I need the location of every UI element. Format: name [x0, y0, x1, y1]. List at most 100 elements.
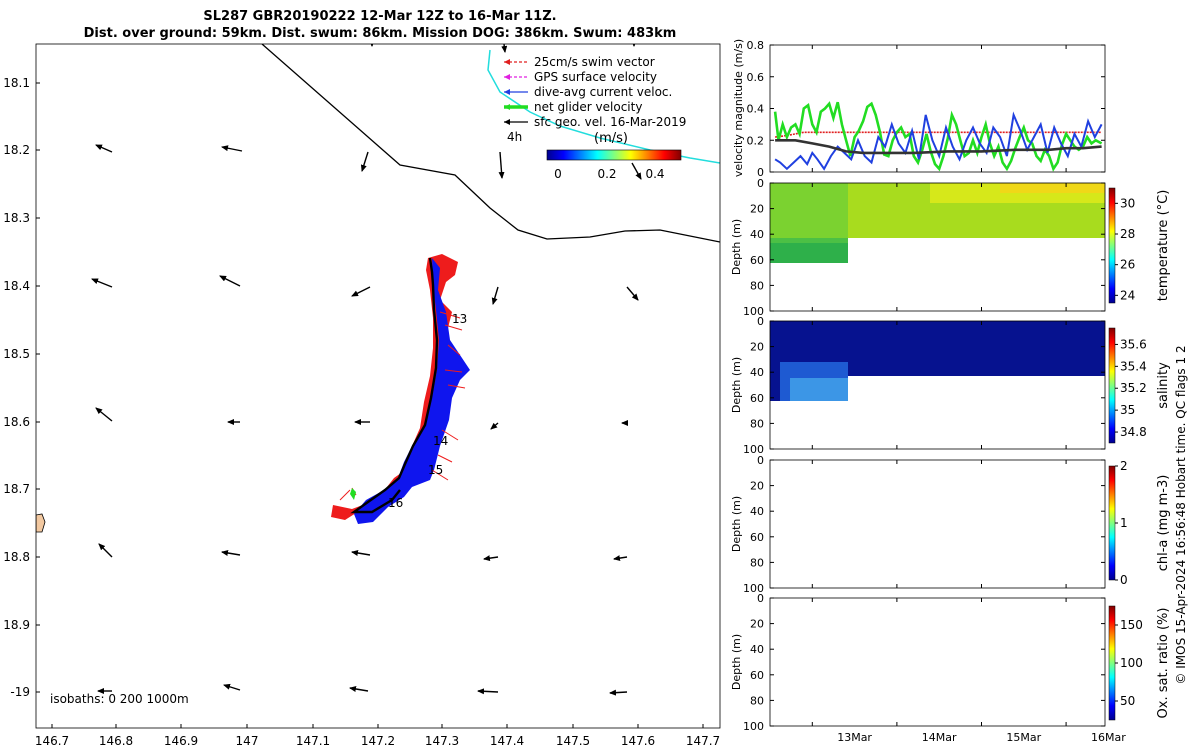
colorbar-tick-label: 150: [1120, 618, 1143, 632]
lon-tick-label: 146.8: [99, 734, 133, 748]
day-marker-14: 14: [433, 434, 448, 448]
colorbar-tick-label: 34.8: [1120, 425, 1147, 439]
salinity-axes: [769, 320, 1106, 450]
time-tick-label: 14Mar: [922, 731, 957, 744]
colorbar-tick-label: 35: [1120, 403, 1135, 417]
legend-arrowhead-2: [504, 89, 510, 95]
geo-velocity-arrow: [351, 286, 371, 297]
colorbar-tick-label: 26: [1120, 258, 1135, 272]
geo-velocity-arrow: [351, 550, 371, 556]
day-marker-13: 13: [452, 312, 467, 326]
colorbar-tick-label: 24: [1120, 288, 1135, 302]
legend-arrowhead-3: [504, 104, 510, 110]
lat-tick-label: 18.5: [3, 347, 30, 361]
current-swath: [354, 258, 470, 524]
lat-tick-label: 18.6: [3, 415, 30, 429]
legend-label-4: sfc geo. vel. 16-Mar-2019: [534, 115, 686, 129]
depth-tick-label: 20: [750, 341, 764, 354]
lat-tick-label: 18.7: [3, 482, 30, 496]
geo-velocity-arrow: [491, 286, 499, 305]
isobaths-label: isobaths: 0 200 1000m: [50, 692, 189, 706]
depth-tick-label: 100: [743, 720, 764, 733]
velocity-ytick-label: 0.8: [747, 39, 765, 52]
colorbar-label: Ox. sat. ratio (%): [1156, 608, 1171, 719]
depth-tick-label: 40: [750, 643, 764, 656]
depth-tick-label: 100: [743, 582, 764, 595]
depth-tick-label: 20: [750, 480, 764, 493]
lat-tick-label: -19: [10, 685, 30, 699]
glider-track: 13 14 15 16: [331, 254, 470, 524]
depth-tick-label: 80: [750, 417, 764, 430]
temperature-bottom-fill: [770, 243, 848, 263]
velocity-ytick-label: 0.4: [747, 103, 765, 116]
legend-label-3: net glider velocity: [534, 100, 642, 114]
velocity-series-3: [775, 139, 1102, 155]
geo-velocity-arrow: [477, 688, 499, 695]
latitude-axis: 18.1 18.2 18.3 18.4 18.5 18.6 18.7 18.8 18.9 -19: [3, 76, 40, 699]
lon-tick-label: 147.7: [686, 734, 720, 748]
colorbar-unit: (m/s): [594, 131, 628, 146]
oxygen-panel: [769, 597, 1106, 727]
lon-tick-label: 147.4: [490, 734, 524, 748]
lat-tick-label: 18.2: [3, 143, 30, 157]
depth-tick-label: 100: [743, 443, 764, 456]
swim-vector-ticks: [339, 311, 466, 501]
geo-velocity-arrow: [609, 689, 628, 696]
day-marker-15: 15: [428, 463, 443, 477]
lat-tick-label: 18.1: [3, 76, 30, 90]
temperature-mid-fill: [770, 183, 848, 238]
swim-vector-tick: [431, 469, 449, 481]
geo-velocity-arrow: [219, 275, 241, 287]
swim-vector-tick: [339, 489, 351, 501]
swim-vector-tick: [444, 324, 463, 331]
swim-vector-tick: [439, 311, 461, 319]
colorbar-tick-label: 28: [1120, 227, 1135, 241]
lon-tick-label: 147.2: [361, 734, 395, 748]
time-series-panels: 0 0.2 0.4 0.6 0.8 velocity magnitude (m/s): [730, 39, 1171, 744]
lat-tick-label: 18.9: [3, 618, 30, 632]
geo-velocity-arrow: [91, 278, 113, 288]
geo-velocity-arrow: [490, 422, 499, 430]
colorbar-tick-label: 30: [1120, 196, 1135, 210]
map-panel: 13 14 15 16 18.1 18.2 18.3 18.4 18.5 18.6 18.7…: [3, 43, 721, 748]
velocity-series-2: [774, 111, 1103, 171]
time-tick-label: 13Mar: [837, 731, 872, 744]
swim-vector-tick: [437, 454, 453, 463]
lon-tick-label: 147.6: [621, 734, 655, 748]
colorbar-tick-label: 50: [1120, 694, 1135, 708]
legend-arrowhead-0: [504, 59, 510, 65]
lon-tick-label: 146.7: [35, 734, 69, 748]
geo-velocity-arrow: [501, 44, 508, 53]
geo-velocity-arrow: [498, 151, 505, 179]
plot-title-line-1: SL287 GBR20190222 12-Mar 12Z to 16-Mar 1…: [203, 9, 557, 24]
geo-velocity-arrow: [631, 162, 642, 180]
swim-vector-tick: [447, 384, 466, 389]
speed-colorbar-tick: 0: [554, 167, 562, 181]
salinity-panel: [769, 320, 1106, 450]
depth-tick-label: 60: [750, 254, 764, 267]
velocity-ytick-label: 0.6: [747, 71, 765, 84]
depth-tick-label: 40: [750, 505, 764, 518]
land-patch: [36, 513, 46, 533]
scale-label: 4h: [507, 130, 522, 144]
colorbar-label: chl-a (mg m-3): [1156, 475, 1171, 572]
geo-velocity-arrow: [221, 550, 241, 556]
legend-label-2: dive-avg current veloc.: [534, 85, 672, 99]
lat-tick-label: 18.3: [3, 211, 30, 225]
depth-tick-label: 60: [750, 531, 764, 544]
glider-path: [350, 257, 439, 514]
lon-tick-label: 146.9: [164, 734, 198, 748]
depth-tick-label: 60: [750, 669, 764, 682]
colorbar-1: [1108, 187, 1116, 304]
colorbar-2: [1108, 327, 1116, 444]
colorbar-tick-label: 1: [1120, 516, 1128, 530]
depth-tick-label: 0: [757, 454, 764, 467]
depth-tick-label: 80: [750, 556, 764, 569]
geostrophic-velocity-arrows: [91, 44, 642, 696]
depth-tick-label: 20: [750, 618, 764, 631]
temperature-panel: [769, 182, 1106, 312]
lat-tick-label: 18.8: [3, 550, 30, 564]
geo-velocity-arrow: [349, 686, 369, 692]
velocity-ytick-label: 0.2: [747, 134, 765, 147]
